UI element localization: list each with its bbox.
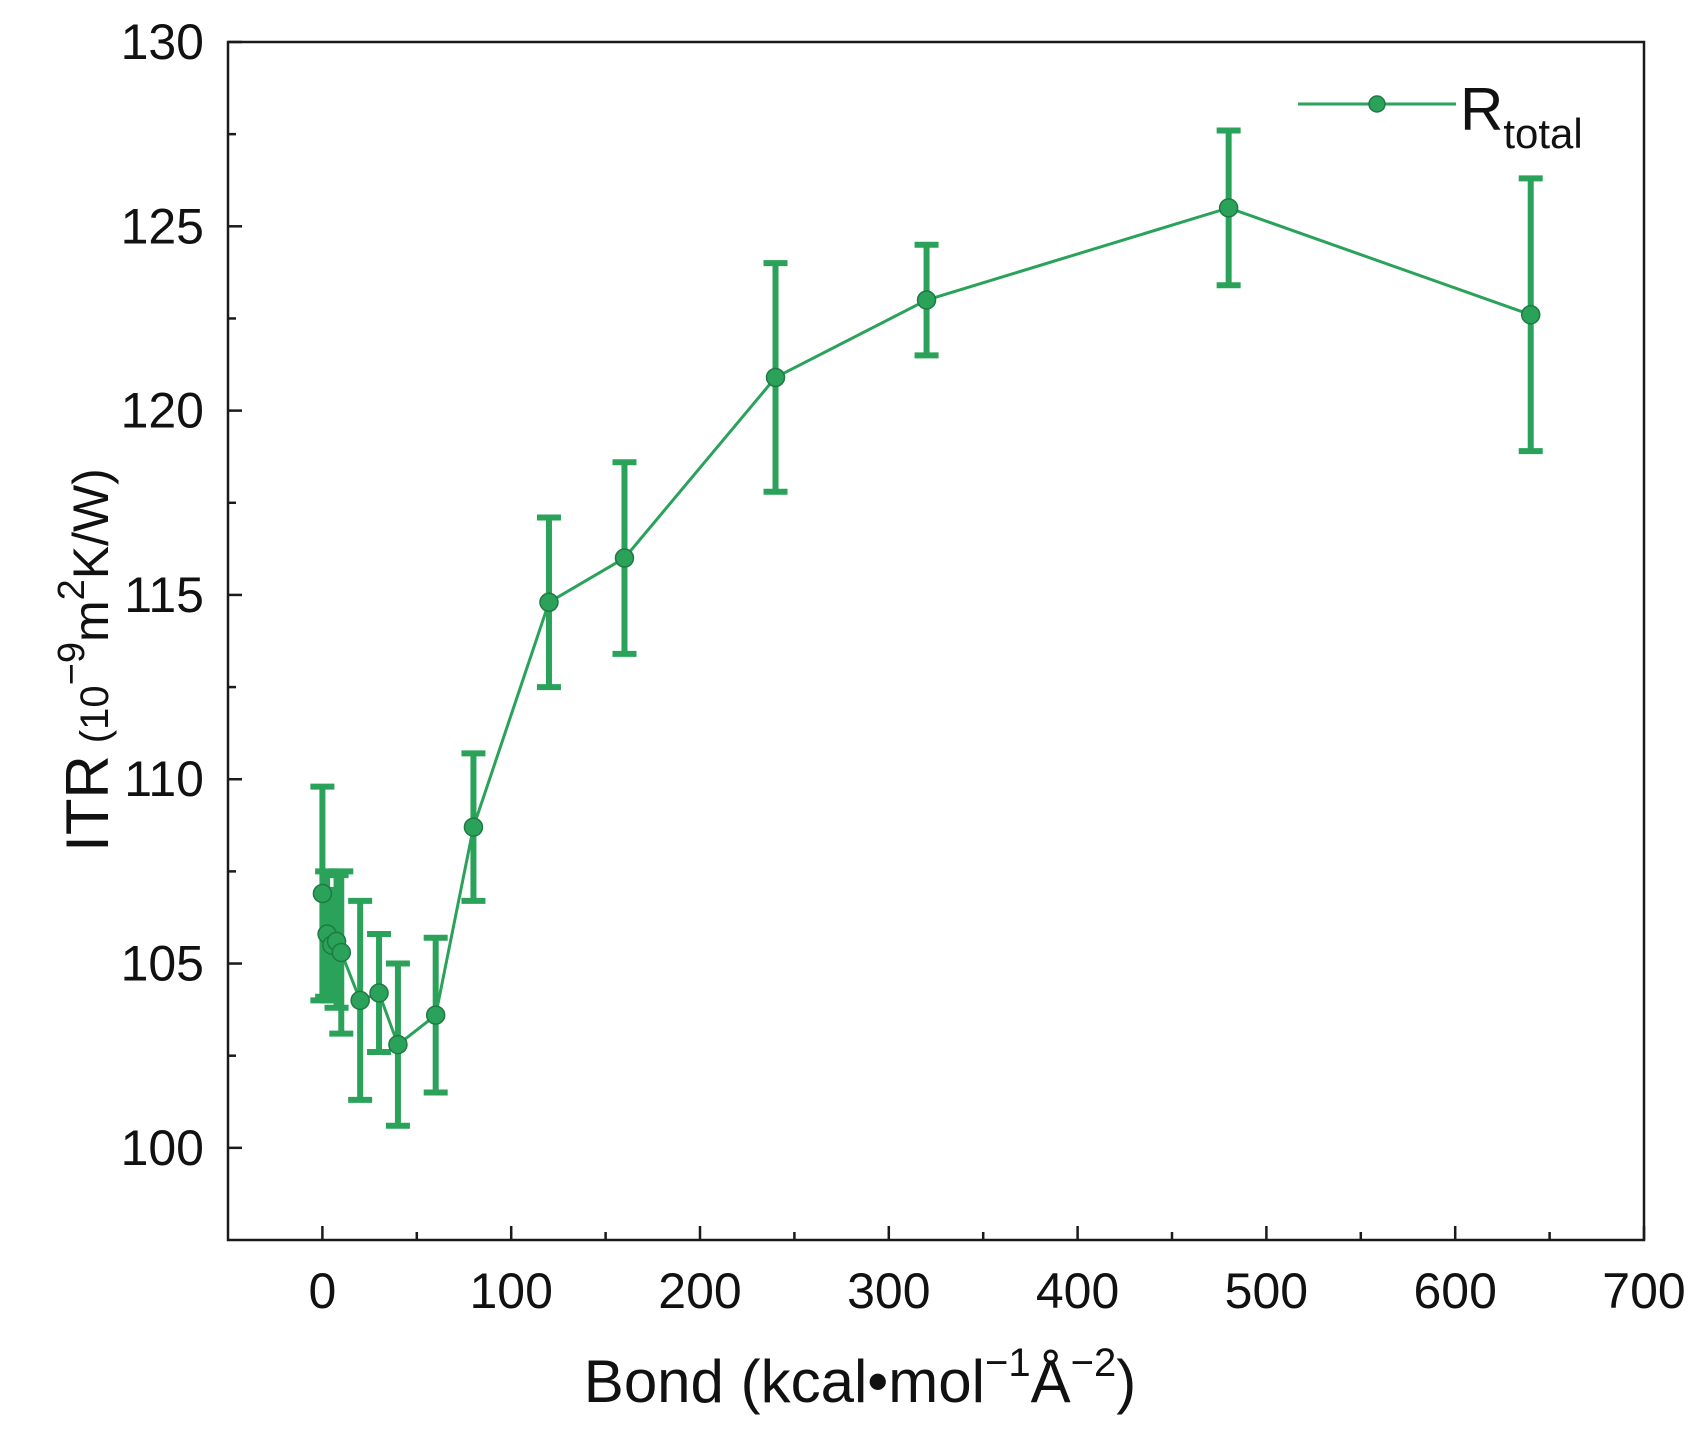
x-axis-title: Bond (kcal•mol−1Å−2) (584, 1341, 1136, 1415)
y-tick-label: 125 (121, 198, 204, 254)
y-tick-label: 105 (121, 936, 204, 992)
y-axis-title: ITR (10−9m2K/W) (51, 468, 121, 852)
x-axis-title-close: ) (1116, 1348, 1136, 1415)
data-point (425, 1005, 446, 1025)
data-point (312, 883, 333, 904)
data-point (765, 367, 786, 388)
y-axis-title-unit-mid: m (63, 600, 119, 642)
data-point (916, 290, 937, 310)
data-point (350, 990, 370, 1011)
x-tick-label: 700 (1602, 1263, 1685, 1319)
y-tick-label: 115 (124, 567, 204, 623)
data-point (331, 942, 352, 963)
legend: Rtotal (1298, 76, 1583, 157)
data-point (369, 983, 389, 1003)
x-tick-label: 400 (1036, 1263, 1119, 1319)
y-axis-title-unit-close: K/W) (63, 468, 119, 579)
y-axis-title-sup2: 2 (51, 579, 93, 600)
x-tick-label: 500 (1225, 1263, 1308, 1319)
x-tick-label: 600 (1413, 1263, 1496, 1319)
y-tick-label: 110 (124, 751, 204, 807)
plot-frame (226, 40, 1646, 1242)
data-point (388, 1034, 408, 1055)
y-axis-title-main: ITR (54, 755, 121, 852)
legend-marker-swatch (1368, 95, 1386, 113)
y-tick-label: 100 (121, 1120, 204, 1176)
y-axis-title-unit-open: (10 (73, 685, 117, 743)
x-tick-label: 100 (469, 1263, 552, 1319)
plot-border (226, 40, 1646, 1242)
legend-label: Rtotal (1460, 76, 1583, 157)
x-tick-label: 300 (847, 1263, 930, 1319)
x-tick-label: 200 (658, 1263, 741, 1319)
y-axis-title-sup1: −9 (51, 642, 93, 685)
axis-ticks: 0 100 200 300 400 500 600 700 100 105 110 115 120 125… (121, 14, 1686, 1319)
data-point (539, 592, 559, 613)
data-point (614, 548, 635, 568)
y-tick-label: 120 (121, 383, 204, 439)
x-axis-title-sup2: −2 (1071, 1341, 1117, 1385)
data-point (1520, 305, 1541, 325)
x-axis-title-sup1: −1 (985, 1341, 1031, 1385)
data-point (463, 817, 484, 837)
series-layer (310, 127, 1543, 1129)
y-tick-label: 130 (121, 14, 204, 70)
legend-label-subscript: total (1503, 110, 1582, 157)
data-point (1218, 198, 1239, 218)
x-tick-label: 0 (308, 1263, 336, 1319)
x-axis-title-unit: Å (1031, 1348, 1071, 1415)
